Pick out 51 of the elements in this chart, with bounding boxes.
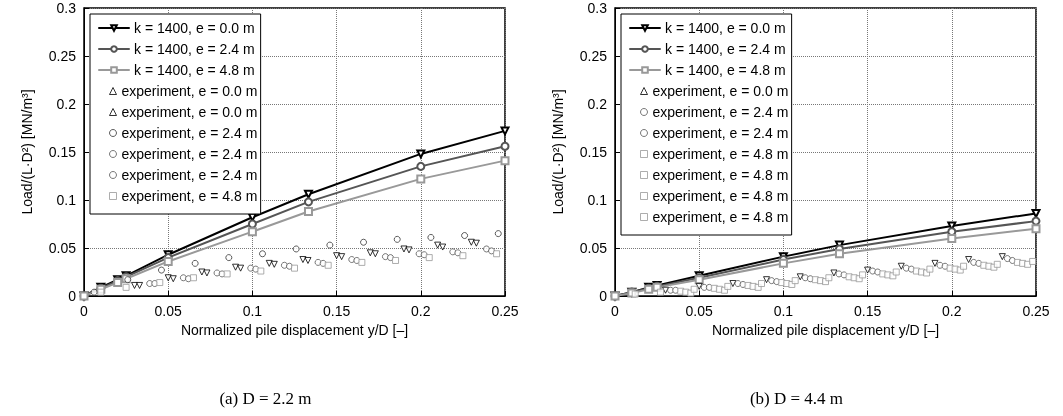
x-tick-label: 0.05 (154, 303, 183, 319)
x-tick-label: 0.1 (242, 303, 263, 319)
legend-label: experiment, e = 2.4 m (652, 104, 789, 120)
x-tick-label: 0.25 (491, 303, 519, 319)
x-axis-title: Normalized pile displacement y/D [–] (180, 321, 409, 338)
y-tick-label: 0.05 (579, 240, 608, 256)
legend-label: experiment, e = 0.0 m (121, 83, 258, 99)
y-tick-label: 0.25 (48, 48, 77, 64)
text: (b) D = 4.4 m (749, 389, 844, 408)
legend-label: experiment, e = 0.0 m (121, 104, 258, 120)
legend-label: k = 1400, e = 0.0 m (134, 20, 255, 36)
y-axis-title: Load/(L·D²) [MN/m³] (19, 89, 35, 215)
legend-label: experiment, e = 4.8 m (652, 188, 789, 204)
text: (a) D = 2.2 m (219, 389, 312, 408)
legend-label: k = 1400, e = 0.0 m (665, 20, 786, 36)
legend-label: k = 1400, e = 4.8 m (134, 62, 255, 78)
x-tick-label: 0.2 (942, 303, 962, 319)
legend-label: experiment, e = 2.4 m (121, 167, 258, 183)
legend-label: experiment, e = 2.4 m (121, 146, 258, 162)
x-tick-label: 0.25 (1022, 303, 1050, 319)
y-tick-label: 0 (68, 288, 77, 304)
x-tick-label: 0.15 (322, 303, 351, 319)
legend-label: k = 1400, e = 2.4 m (665, 41, 786, 57)
legend-label: experiment, e = 2.4 m (652, 125, 789, 141)
x-tick-label: 0 (80, 303, 89, 319)
x-tick-label: 0.1 (773, 303, 794, 319)
y-axis-title: Load/(L·D²) [MN/m³] (550, 89, 566, 215)
legend-label: experiment, e = 4.8 m (121, 188, 258, 204)
y-tick-label: 0.2 (587, 96, 608, 112)
y-tick-label: 0.15 (48, 144, 77, 160)
y-tick-label: 0.1 (56, 192, 77, 208)
y-tick-label: 0.1 (587, 192, 608, 208)
y-tick-label: 0.2 (56, 96, 77, 112)
x-tick-label: 0 (611, 303, 620, 319)
legend-label: experiment, e = 4.8 m (652, 167, 789, 183)
x-tick-label: 0.2 (411, 303, 431, 319)
legend-label: experiment, e = 4.8 m (652, 209, 789, 225)
x-tick-label: 0.05 (685, 303, 714, 319)
y-tick-label: 0.05 (48, 240, 77, 256)
x-axis-title: Normalized pile displacement y/D [–] (711, 321, 940, 338)
y-tick-label: 0.25 (579, 48, 608, 64)
legend-label: k = 1400, e = 2.4 m (134, 41, 255, 57)
legend-label: experiment, e = 4.8 m (652, 146, 789, 162)
y-tick-label: 0.3 (587, 0, 608, 16)
y-tick-label: 0.3 (56, 0, 77, 16)
y-tick-label: 0 (599, 288, 608, 304)
y-tick-label: 0.15 (579, 144, 608, 160)
legend-label: experiment, e = 0.0 m (652, 83, 789, 99)
legend-label: experiment, e = 2.4 m (121, 125, 258, 141)
x-tick-label: 0.15 (853, 303, 882, 319)
legend-label: k = 1400, e = 4.8 m (665, 62, 786, 78)
